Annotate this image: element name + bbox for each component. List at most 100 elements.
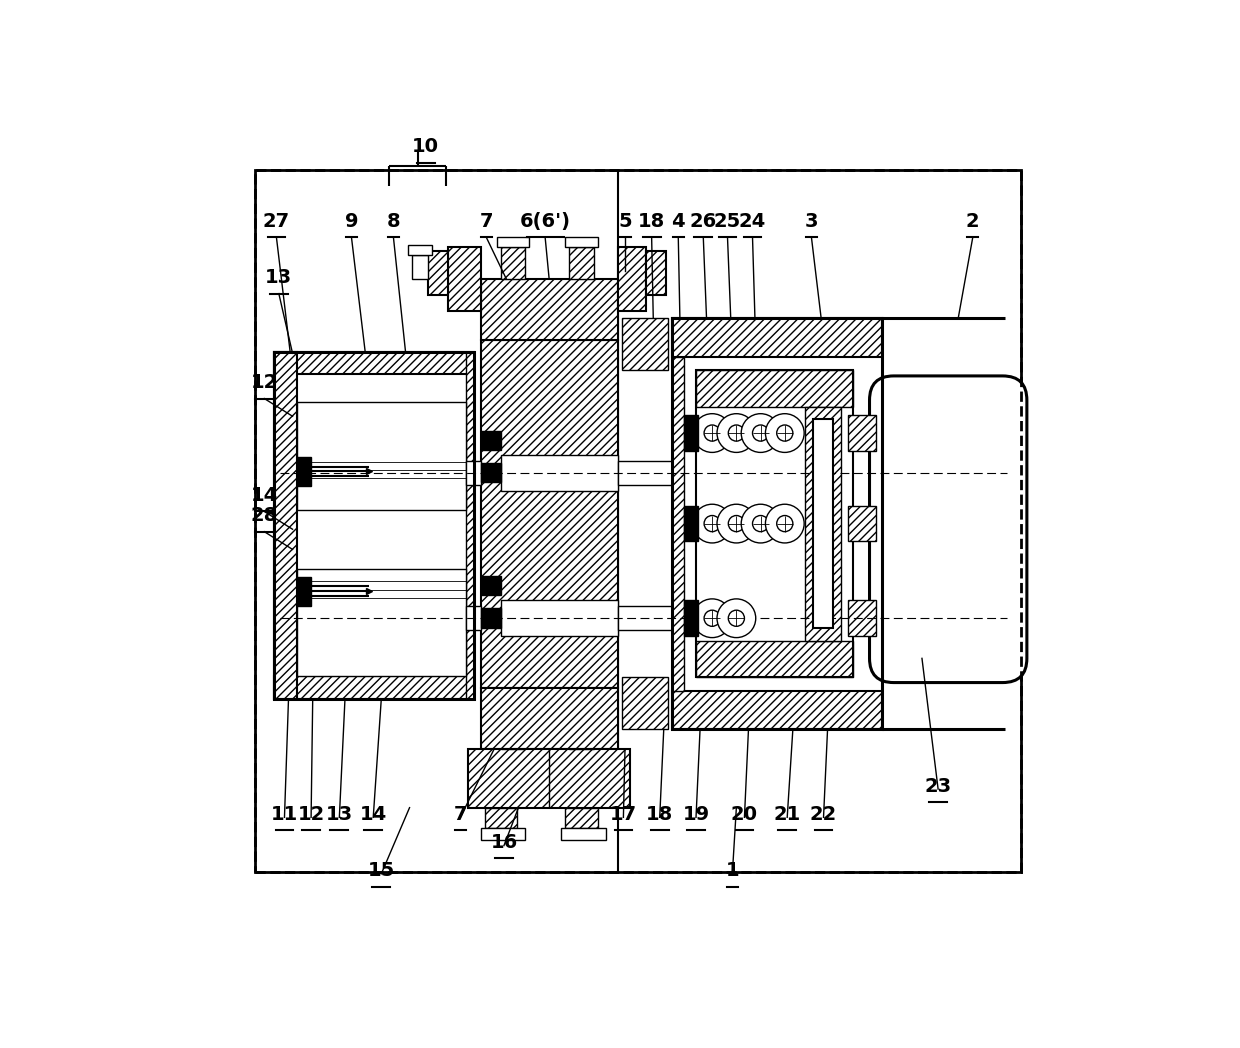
Bar xyxy=(408,245,433,255)
Circle shape xyxy=(728,610,744,627)
Bar xyxy=(412,255,428,279)
Bar xyxy=(684,506,698,542)
Bar xyxy=(274,352,296,699)
Bar xyxy=(428,250,449,296)
Text: 18: 18 xyxy=(646,805,673,824)
Circle shape xyxy=(693,504,732,543)
Bar xyxy=(501,601,618,636)
Bar xyxy=(569,247,594,279)
Text: 11: 11 xyxy=(270,805,298,824)
Circle shape xyxy=(742,504,780,543)
Text: 2: 2 xyxy=(966,212,980,231)
Text: 4: 4 xyxy=(671,212,684,231)
Bar xyxy=(296,402,466,509)
Bar xyxy=(449,247,481,311)
Bar xyxy=(481,576,501,595)
Text: 16: 16 xyxy=(490,833,517,852)
Text: 28: 28 xyxy=(250,506,278,525)
Bar xyxy=(481,279,618,340)
Text: 17: 17 xyxy=(610,805,637,824)
Bar xyxy=(848,415,875,451)
Bar xyxy=(481,431,501,451)
Bar xyxy=(296,576,311,606)
Text: 14: 14 xyxy=(360,805,387,824)
Text: 27: 27 xyxy=(263,212,290,231)
Circle shape xyxy=(753,516,769,531)
Bar xyxy=(684,415,698,451)
Text: 13: 13 xyxy=(265,268,293,287)
Text: 7: 7 xyxy=(454,805,467,824)
Bar xyxy=(618,606,672,630)
Bar xyxy=(646,250,666,296)
Circle shape xyxy=(753,425,769,441)
Text: 9: 9 xyxy=(345,212,358,231)
Bar xyxy=(621,677,668,729)
Bar xyxy=(254,170,1022,872)
Circle shape xyxy=(765,414,805,453)
Circle shape xyxy=(776,425,792,441)
Circle shape xyxy=(704,516,720,531)
Text: 25: 25 xyxy=(714,212,742,231)
Text: 23: 23 xyxy=(925,777,951,795)
Text: 24: 24 xyxy=(739,212,766,231)
Circle shape xyxy=(776,516,792,531)
Text: 18: 18 xyxy=(639,212,666,231)
Bar xyxy=(274,676,474,699)
Bar xyxy=(501,247,525,279)
Bar xyxy=(565,237,598,247)
Bar xyxy=(696,640,853,677)
Bar xyxy=(672,318,882,729)
Bar xyxy=(274,352,474,374)
Bar xyxy=(569,748,594,781)
Circle shape xyxy=(717,598,755,637)
Circle shape xyxy=(717,504,755,543)
Text: 10: 10 xyxy=(412,137,439,156)
Bar xyxy=(481,463,501,482)
Text: 5: 5 xyxy=(619,212,632,231)
Bar xyxy=(481,608,501,628)
Text: 3: 3 xyxy=(805,212,818,231)
Bar xyxy=(469,748,630,808)
Circle shape xyxy=(742,414,780,453)
Circle shape xyxy=(765,504,805,543)
Text: 12: 12 xyxy=(250,373,278,392)
Text: 8: 8 xyxy=(387,212,401,231)
Bar xyxy=(296,568,466,676)
Bar xyxy=(274,352,474,699)
Text: 19: 19 xyxy=(682,805,709,824)
Bar xyxy=(466,352,474,699)
Bar xyxy=(565,781,598,790)
Bar xyxy=(813,419,833,629)
Text: 12: 12 xyxy=(298,805,325,824)
Bar xyxy=(466,606,481,630)
Bar xyxy=(672,691,882,729)
Bar xyxy=(805,407,841,640)
FancyBboxPatch shape xyxy=(869,376,1027,682)
Bar xyxy=(481,828,525,839)
Text: 6(6'): 6(6') xyxy=(520,212,570,231)
Text: 15: 15 xyxy=(368,861,394,880)
Text: 21: 21 xyxy=(774,805,801,824)
Circle shape xyxy=(728,516,744,531)
Circle shape xyxy=(717,414,755,453)
Bar xyxy=(672,356,684,691)
Circle shape xyxy=(728,425,744,441)
Text: 13: 13 xyxy=(326,805,353,824)
Text: 20: 20 xyxy=(730,805,758,824)
Bar xyxy=(848,601,875,636)
Bar xyxy=(696,370,853,407)
Bar xyxy=(684,601,698,636)
Text: 26: 26 xyxy=(689,212,717,231)
Text: 1: 1 xyxy=(725,861,739,880)
Bar xyxy=(562,828,605,839)
Circle shape xyxy=(704,425,720,441)
Bar xyxy=(485,808,517,828)
Bar xyxy=(565,808,598,828)
Bar xyxy=(501,455,618,490)
Text: 14: 14 xyxy=(250,486,278,505)
Bar xyxy=(621,318,668,370)
Text: 7: 7 xyxy=(480,212,494,231)
Bar xyxy=(254,170,1022,872)
Bar xyxy=(481,689,618,748)
Bar xyxy=(848,506,875,542)
